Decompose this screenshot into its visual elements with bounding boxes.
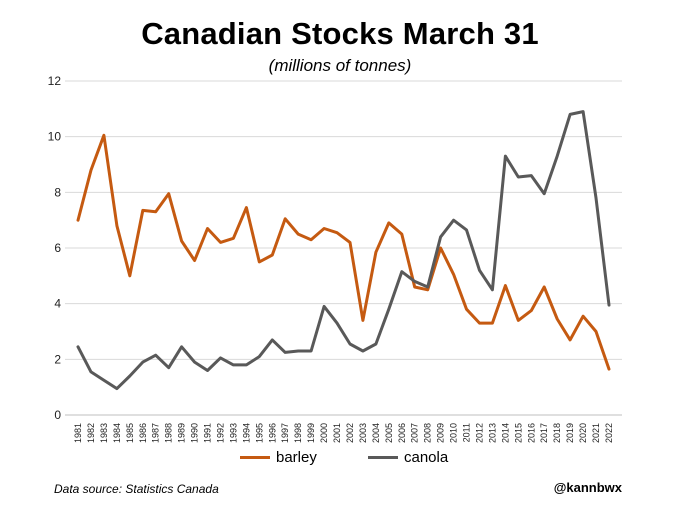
x-tick-label: 2021 bbox=[591, 423, 601, 443]
x-tick-label: 2013 bbox=[487, 423, 497, 443]
x-tick-label: 1989 bbox=[177, 423, 187, 443]
x-tick-label: 2020 bbox=[578, 423, 588, 443]
x-tick-label: 2022 bbox=[604, 423, 614, 443]
x-tick-label: 1982 bbox=[86, 423, 96, 443]
chart-title: Canadian Stocks March 31 bbox=[141, 16, 539, 51]
x-tick-label: 2007 bbox=[410, 423, 420, 443]
y-tick-label: 4 bbox=[54, 297, 61, 311]
legend-swatch-canola bbox=[368, 456, 398, 459]
x-tick-label: 1984 bbox=[112, 423, 122, 443]
x-tick-label: 2004 bbox=[371, 423, 381, 443]
x-tick-label: 2018 bbox=[552, 423, 562, 443]
x-tick-label: 1990 bbox=[190, 423, 200, 443]
y-tick-label: 2 bbox=[54, 352, 61, 366]
x-tick-label: 2010 bbox=[449, 423, 459, 443]
x-tick-label: 1992 bbox=[215, 423, 225, 443]
x-tick-label: 1999 bbox=[306, 423, 316, 443]
y-tick-label: 0 bbox=[54, 408, 61, 422]
y-tick-label: 8 bbox=[54, 185, 61, 199]
x-tick-label: 2019 bbox=[565, 423, 575, 443]
x-tick-label: 2016 bbox=[526, 423, 536, 443]
x-tick-label: 1991 bbox=[203, 423, 213, 443]
gridlines bbox=[65, 80, 622, 416]
legend-item-barley: barley bbox=[240, 449, 317, 466]
x-tick-label: 2000 bbox=[319, 423, 329, 443]
x-tick-label: 2008 bbox=[423, 423, 433, 443]
x-tick-label: 2017 bbox=[539, 423, 549, 443]
y-tick-label: 6 bbox=[54, 241, 61, 255]
x-tick-label: 1988 bbox=[164, 423, 174, 443]
x-tick-label: 1996 bbox=[267, 423, 277, 443]
series-lines bbox=[76, 110, 611, 391]
data-source-note: Data source: Statistics Canada bbox=[54, 482, 219, 496]
x-tick-label: 2005 bbox=[384, 423, 394, 443]
y-tick-label: 12 bbox=[48, 74, 62, 88]
series-line-canola bbox=[76, 110, 611, 391]
x-tick-label: 1981 bbox=[73, 423, 83, 443]
x-tick-label: 2003 bbox=[358, 423, 368, 443]
x-tick-label: 2015 bbox=[513, 423, 523, 443]
legend: barley canola bbox=[0, 449, 680, 469]
x-tick-label: 1994 bbox=[241, 423, 251, 443]
x-tick-label: 1995 bbox=[254, 423, 264, 443]
y-tick-label: 10 bbox=[48, 130, 62, 144]
x-tick-label: 1983 bbox=[99, 423, 109, 443]
legend-label-canola: canola bbox=[404, 449, 449, 466]
legend-label-barley: barley bbox=[276, 449, 317, 466]
author-handle: @kannbwx bbox=[553, 480, 622, 495]
x-tick-label: 1998 bbox=[293, 423, 303, 443]
x-tick-label: 2006 bbox=[397, 423, 407, 443]
y-axis-ticks: 0 2 4 6 8 10 12 bbox=[48, 74, 62, 422]
x-tick-label: 1987 bbox=[151, 423, 161, 443]
x-tick-label: 2012 bbox=[474, 423, 484, 443]
x-axis-ticks: 1981 1982 1983 1984 1985 1986 1987 1988 1989 1990… bbox=[73, 423, 614, 443]
x-tick-label: 1997 bbox=[280, 423, 290, 443]
legend-swatch-barley bbox=[240, 456, 270, 459]
x-tick-label: 1985 bbox=[125, 423, 135, 443]
x-tick-label: 1993 bbox=[228, 423, 238, 443]
x-tick-label: 2009 bbox=[436, 423, 446, 443]
x-tick-label: 2002 bbox=[345, 423, 355, 443]
x-tick-label: 2011 bbox=[462, 423, 472, 442]
series-line-barley bbox=[76, 133, 611, 371]
x-tick-label: 1986 bbox=[138, 423, 148, 443]
chart-subtitle: (millions of tonnes) bbox=[268, 56, 412, 75]
x-tick-label: 2001 bbox=[332, 423, 342, 443]
legend-item-canola: canola bbox=[368, 449, 448, 466]
x-tick-label: 2014 bbox=[500, 423, 510, 443]
